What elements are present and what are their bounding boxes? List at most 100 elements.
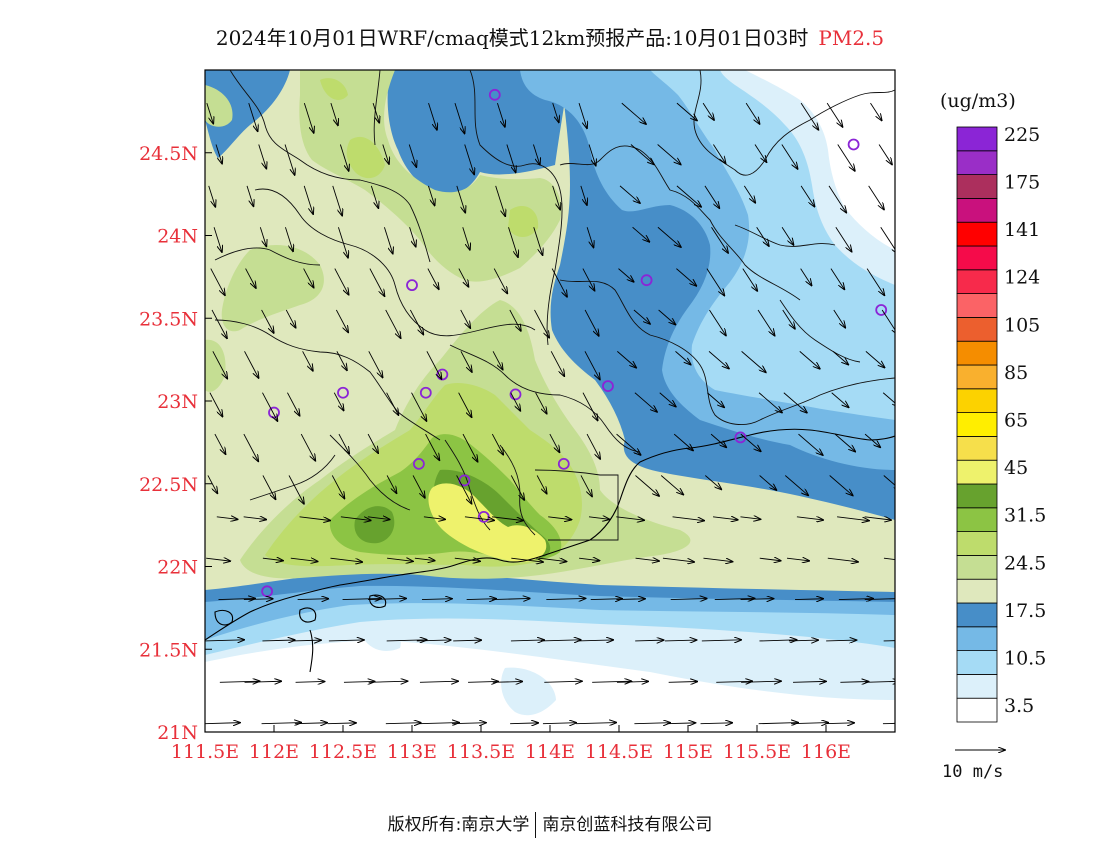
wind-vector <box>790 723 828 724</box>
wind-vector <box>451 723 486 724</box>
x-tick-label: 111.5E <box>171 741 239 763</box>
wind-vector <box>673 433 693 450</box>
wind-vector <box>590 599 622 600</box>
title-text: 2024年10月01日WRF/cmaq模式12km预报产品:10月01日03时 <box>215 26 809 50</box>
colorbar-bin <box>956 269 998 294</box>
wind-vector <box>619 185 640 203</box>
wind-vector <box>460 351 472 372</box>
wind-vector <box>795 599 823 600</box>
colorbar-bin <box>956 316 998 342</box>
wind-vector <box>303 185 313 214</box>
wind-vector <box>878 144 892 164</box>
wind-vector <box>657 226 681 247</box>
north-light-green-band <box>299 70 562 282</box>
copyright-company: 南京创蓝科技有限公司 <box>542 815 713 835</box>
wind-vector <box>824 723 854 724</box>
monitoring-station-marker <box>488 88 501 101</box>
colorbar-bin <box>956 435 998 461</box>
wind-vector <box>456 475 472 503</box>
colorbar: 3.5 10.5 17.5 24.5 31.5 45 65 85 105 124 141 175 225 <box>956 124 1046 723</box>
wind-vector <box>285 309 295 328</box>
boundary-line <box>534 469 619 541</box>
wind-vector <box>425 433 440 460</box>
wind-vector <box>883 640 895 642</box>
colorbar-bin <box>956 364 998 390</box>
species-label: PM2.5 <box>818 26 885 50</box>
monitoring-station-marker <box>337 386 349 399</box>
colorbar-bin <box>956 650 998 675</box>
wind-vector <box>458 392 472 417</box>
wind-vector <box>870 102 881 120</box>
wind-vector <box>210 268 225 296</box>
wind-vector <box>740 517 760 519</box>
colorbar-bin <box>956 674 998 699</box>
wind-vector <box>759 640 796 641</box>
wind-vector <box>592 681 631 682</box>
wind-vector <box>533 144 539 164</box>
wind-vector <box>456 185 465 213</box>
wind-vector <box>262 640 294 641</box>
wind-vector <box>838 599 873 600</box>
wind-vector <box>284 144 295 174</box>
north-green-patch-3 <box>320 78 348 100</box>
wind-vector <box>418 723 459 724</box>
wind-vector <box>582 392 598 421</box>
station-markers <box>261 88 888 598</box>
concentration-field <box>205 70 895 732</box>
wind-vector <box>285 227 293 251</box>
colorbar-bin <box>956 293 998 318</box>
island-outline <box>309 629 314 673</box>
wind-vector <box>840 682 868 683</box>
wind-vector <box>786 558 809 561</box>
wind-vector <box>411 392 427 421</box>
wind-vector <box>207 475 217 493</box>
wind-vector <box>864 598 895 601</box>
wind-vector <box>464 516 494 521</box>
wind-vectors <box>205 102 895 724</box>
wind-vector <box>664 640 697 641</box>
wind-vector <box>670 599 707 600</box>
wind-vector <box>745 102 759 124</box>
wind-vector <box>466 599 496 600</box>
sea-pale-patch-west <box>360 626 401 651</box>
wind-vector <box>827 557 858 562</box>
wind-vector <box>756 226 769 246</box>
wind-vector <box>882 392 895 407</box>
monitoring-station-marker <box>406 279 418 292</box>
wind-vector <box>209 392 223 417</box>
wind-vector <box>510 392 521 411</box>
wind-vector <box>616 681 648 682</box>
boundary-line <box>249 454 336 501</box>
wind-vector <box>214 433 226 454</box>
wind-vector <box>299 516 330 521</box>
wind-vector <box>831 392 849 408</box>
wind-vector <box>835 226 852 251</box>
wind-vector <box>829 475 853 495</box>
wind-vector <box>330 102 338 125</box>
wind-vector <box>506 144 516 172</box>
wind-vector <box>754 144 766 162</box>
colorbar-bin <box>956 626 998 651</box>
x-tick-label: 114.5E <box>585 741 653 763</box>
axis-ticks <box>204 152 827 733</box>
wind-vector <box>382 144 389 163</box>
wind-vector <box>334 268 349 295</box>
colorbar-label: 3.5 <box>1004 695 1034 717</box>
colorbar-label: 65 <box>1004 410 1028 432</box>
wind-vector <box>409 309 423 334</box>
colorbar-label: 124 <box>1004 267 1040 289</box>
wind-vector <box>409 227 416 246</box>
figure-title: 2024年10月01日WRF/cmaq模式12km预报产品:10月01日03时 P… <box>0 22 1100 51</box>
wind-vector <box>668 681 697 682</box>
colorbar-bin <box>956 602 998 628</box>
colorbar-bin <box>956 174 998 199</box>
wind-vector <box>216 517 238 519</box>
wind-vector <box>741 681 781 682</box>
wind-vector <box>796 517 823 520</box>
wind-vector <box>218 599 255 600</box>
boundary-line <box>214 319 441 441</box>
wind-vector <box>342 598 382 599</box>
x-tick-label: 112.5E <box>309 741 377 763</box>
wind-vector <box>243 433 258 461</box>
